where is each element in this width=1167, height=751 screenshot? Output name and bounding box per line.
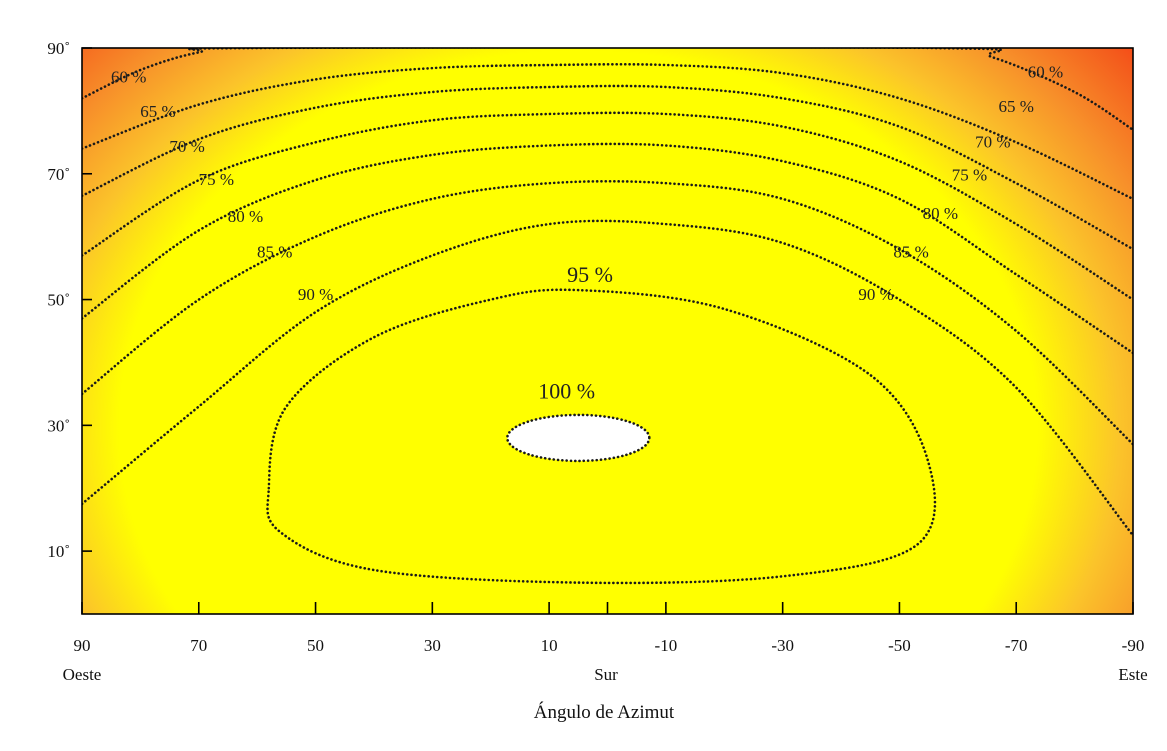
- contour-label: 90 %: [858, 285, 893, 304]
- axes: 90 70 50 30 10 -10 -30 -50 -70 -90 10˚ 30˚ 50˚ 70˚ 90˚: [47, 39, 1144, 655]
- contour-label: 80 %: [228, 207, 263, 226]
- heat-field: [82, 48, 1133, 614]
- peak-region: [506, 413, 651, 463]
- contour-line-75: [82, 111, 1133, 301]
- contour-label: 65 %: [140, 102, 175, 121]
- contour-line-60: [82, 48, 1133, 132]
- contour-label: 85 %: [893, 242, 928, 261]
- y-tick-label: 90˚: [47, 39, 70, 58]
- contour-label: 95 %: [567, 262, 613, 287]
- plot-area: 60 % 65 % 70 % 75 % 80 % 85 % 90 % 60 % 65 % 70 %…: [82, 48, 1133, 614]
- x-tick-label: 10: [541, 636, 558, 655]
- contour-label: 100 %: [538, 378, 595, 403]
- contour-label: 90 %: [298, 285, 333, 304]
- contour-line-65: [82, 62, 1133, 201]
- x-tick-label: -70: [1005, 636, 1028, 655]
- contour-line-85: [82, 179, 1133, 446]
- contour-line-95: [266, 288, 937, 585]
- x-tick-label: 90: [74, 636, 91, 655]
- y-tick-label: 70˚: [47, 165, 70, 184]
- contour-label: 85 %: [257, 242, 292, 261]
- contour-label: 60 %: [111, 68, 146, 87]
- x-direction-left: Oeste: [63, 665, 102, 684]
- contour-label: 75 %: [199, 170, 234, 189]
- x-tick-label: -30: [771, 636, 794, 655]
- contour-label: 70 %: [975, 132, 1010, 151]
- contour-line-90: [82, 219, 1133, 537]
- x-tick-label: -10: [655, 636, 678, 655]
- contour-label: 75 %: [952, 166, 987, 185]
- contour-label: 70 %: [169, 137, 204, 156]
- y-tick-label: 10˚: [47, 542, 70, 561]
- contour-label: 60 %: [1028, 63, 1063, 82]
- x-tick-label: -50: [888, 636, 911, 655]
- x-tick-label: -90: [1122, 636, 1145, 655]
- x-axis-title: Ángulo de Azimut: [534, 701, 675, 723]
- x-tick-label: 70: [190, 636, 207, 655]
- contour-line-80: [82, 142, 1133, 355]
- y-tick-label: 30˚: [47, 416, 70, 435]
- contour-label: 65 %: [999, 97, 1034, 116]
- x-tick-label: 30: [424, 636, 441, 655]
- x-direction-center: Sur: [594, 665, 618, 684]
- x-tick-label: 50: [307, 636, 324, 655]
- contour-label: 80 %: [923, 204, 958, 223]
- y-tick-label: 50˚: [47, 291, 70, 310]
- x-direction-right: Este: [1118, 665, 1147, 684]
